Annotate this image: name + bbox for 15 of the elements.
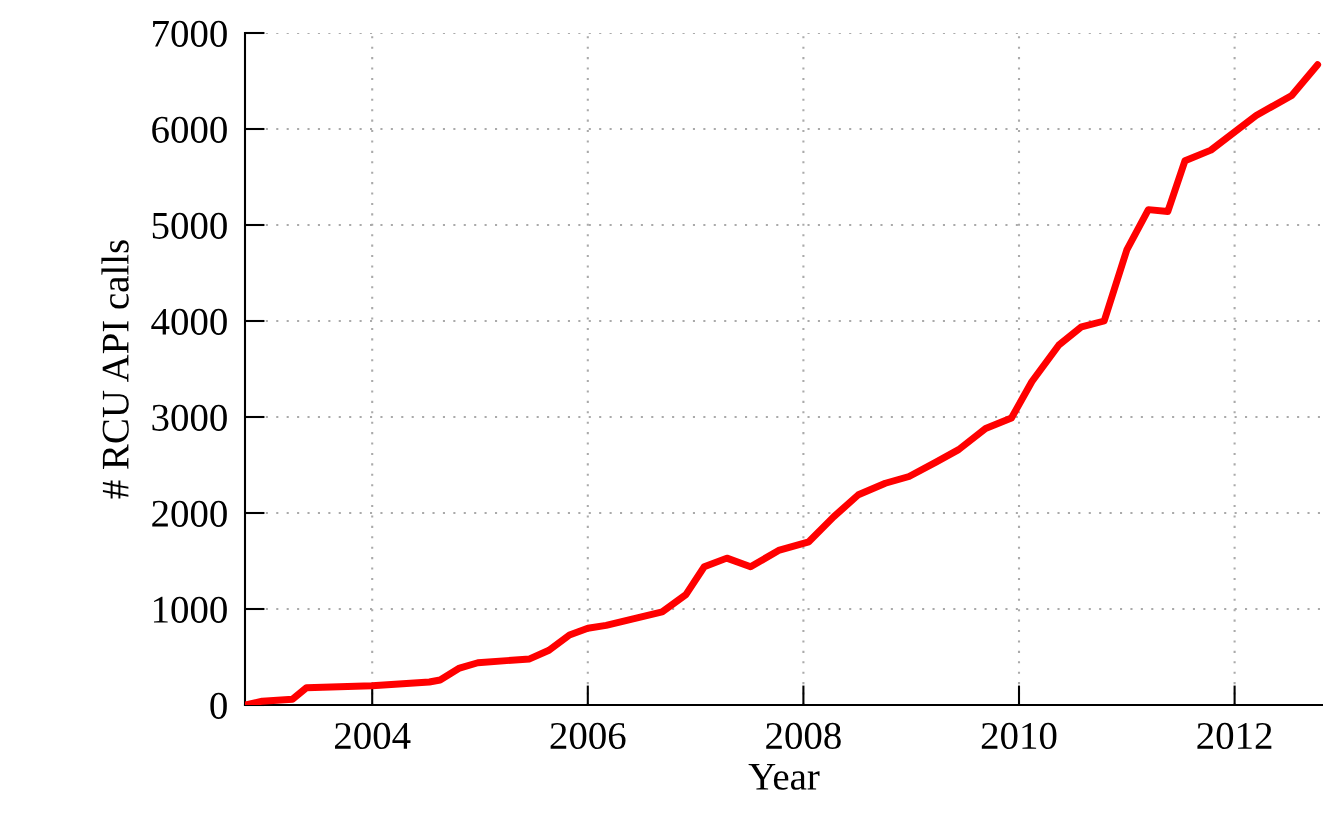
- y-tick-label: 2000: [152, 500, 227, 527]
- x-tick-label: 2012: [1197, 722, 1272, 750]
- x-axis-title: Year: [748, 764, 820, 790]
- x-tick-label: 2006: [550, 722, 626, 750]
- y-axis-title: # RCU API calls: [101, 240, 129, 499]
- y-tick-label: 5000: [152, 212, 227, 239]
- x-tick-label: 2004: [335, 722, 411, 750]
- y-tick-label: 6000: [152, 116, 227, 143]
- x-tick-label: 2010: [981, 722, 1057, 750]
- y-tick-label: 4000: [151, 308, 227, 335]
- y-tick-label: 7000: [153, 20, 227, 47]
- y-tick-label: 3000: [152, 404, 227, 431]
- y-tick-label: 0: [210, 692, 227, 719]
- x-tick-label: 2008: [766, 722, 841, 750]
- y-tick-label: 1000: [153, 596, 227, 623]
